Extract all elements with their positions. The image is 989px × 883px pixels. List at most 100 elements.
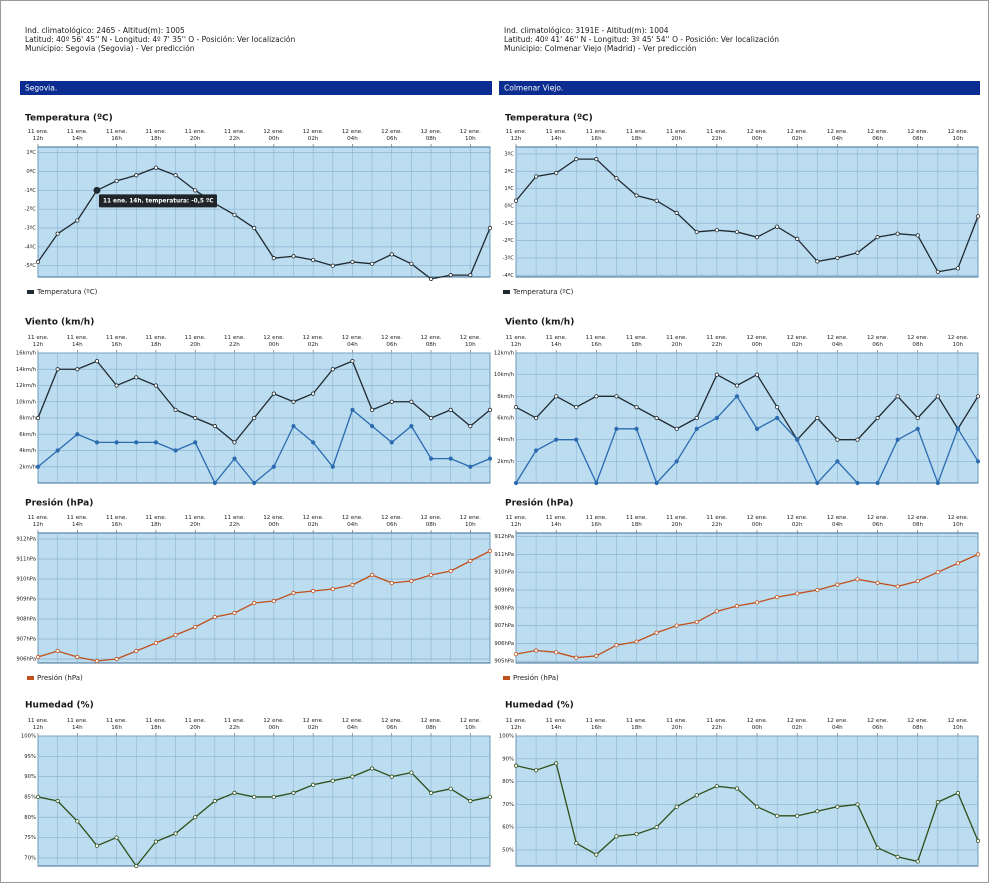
data-point — [153, 383, 159, 388]
y-tick-label: 10km/h — [16, 399, 36, 405]
station-location[interactable]: Latitud: 40º 41' 46'' N - Longitud: 3º 4… — [504, 35, 780, 44]
y-tick-label: 12km/h — [16, 383, 36, 389]
data-point — [895, 437, 900, 442]
data-point — [634, 426, 639, 431]
data-point — [694, 619, 699, 625]
x-tick-label: 11 ene. 22h — [706, 515, 728, 528]
x-tick-label: 12 ene. 10h — [459, 129, 481, 142]
y-tick-label: 909hPa — [494, 587, 514, 593]
data-point — [895, 854, 900, 859]
data-point — [775, 405, 780, 410]
data-point — [594, 480, 599, 486]
data-point — [94, 359, 100, 364]
data-point — [614, 426, 619, 431]
x-tick-label: 12 ene. 00h — [746, 129, 768, 142]
data-point — [448, 786, 453, 791]
data-point — [468, 273, 473, 278]
data-point — [409, 770, 414, 775]
y-tick-label: 4km/h — [19, 448, 36, 454]
data-point — [35, 415, 41, 421]
x-tick-label: 11 ene. 20h — [184, 718, 206, 731]
y-tick-label: -1ºC — [25, 187, 37, 194]
data-point — [654, 198, 659, 203]
x-tick-label: 11 ene. 18h — [145, 515, 167, 528]
data-point — [835, 255, 840, 261]
data-point — [232, 440, 237, 445]
data-point — [35, 794, 41, 800]
data-point — [232, 790, 237, 795]
data-line — [515, 553, 979, 659]
data-point — [513, 763, 519, 768]
x-tick-label: 11 ene. 14h — [545, 718, 567, 731]
data-point — [330, 778, 335, 783]
y-tick-label: -5ºC — [25, 262, 37, 269]
x-tick-label: 11 ene. 12h — [505, 129, 527, 142]
x-tick-label: 11 ene. 18h — [625, 515, 648, 528]
x-tick-label: 12 ene. 00h — [263, 718, 285, 731]
y-tick-label: 6km/h — [19, 432, 36, 438]
data-line — [37, 167, 491, 280]
x-tick-label: 11 ene. 14h — [545, 335, 567, 348]
station-municipality[interactable]: Municipio: Segovia (Segovia) - Ver predi… — [25, 44, 195, 53]
data-point — [554, 394, 559, 399]
data-point — [487, 548, 493, 554]
data-point — [369, 424, 375, 429]
y-tick-label: 3ºC — [504, 150, 514, 157]
data-point — [330, 464, 335, 469]
x-tick-label: 12 ene. 02h — [302, 335, 324, 348]
data-point — [369, 572, 375, 578]
data-point — [533, 448, 539, 453]
chart-title: Temperatura (ºC) — [25, 114, 113, 124]
data-point — [895, 394, 900, 399]
x-tick-label: 11 ene. 12h — [27, 335, 49, 348]
x-tick-label: 11 ene. 12h — [27, 129, 49, 142]
data-point — [714, 415, 719, 421]
x-tick-label: 11 ene. 12h — [505, 515, 527, 528]
data-point — [134, 440, 139, 445]
data-point — [513, 480, 519, 486]
x-tick-label: 11 ene. 16h — [106, 515, 128, 528]
data-point — [114, 835, 119, 840]
data-point — [487, 407, 493, 412]
x-tick-label: 11 ene. 20h — [184, 335, 206, 348]
y-tick-label: 80% — [24, 815, 36, 821]
x-tick-label: 11 ene. 14h — [66, 335, 88, 348]
data-point — [554, 170, 559, 176]
data-point — [895, 584, 900, 589]
station-municipality[interactable]: Municipio: Colmenar Viejo (Madrid) - Ver… — [504, 44, 697, 53]
data-point — [468, 558, 473, 564]
station-bar — [499, 81, 980, 95]
data-point — [754, 804, 760, 809]
data-point — [594, 653, 599, 658]
data-point — [674, 804, 679, 809]
data-point — [513, 198, 519, 203]
data-point — [311, 391, 316, 396]
data-point — [232, 212, 237, 217]
y-tick-label: 910hPa — [16, 577, 36, 583]
data-point — [513, 405, 519, 410]
data-point — [815, 415, 820, 421]
data-point — [614, 834, 619, 839]
data-point — [895, 231, 900, 236]
x-tick-label: 12 ene. 06h — [381, 335, 403, 348]
x-tick-label: 11 ene. 20h — [666, 718, 688, 731]
data-point — [533, 768, 539, 773]
y-tick-label: 14km/h — [16, 367, 36, 373]
station-location[interactable]: Latitud: 40º 56' 45'' N - Longitud: 4º 7… — [25, 35, 296, 44]
x-tick-label: 11 ene. 20h — [184, 129, 206, 142]
data-point — [55, 648, 60, 654]
data-point — [654, 825, 659, 830]
x-tick-label: 12 ene. 00h — [746, 515, 768, 528]
data-line — [515, 762, 979, 863]
x-tick-label: 11 ene. 20h — [666, 515, 688, 528]
y-tick-label: 75% — [24, 835, 36, 841]
data-point — [754, 600, 760, 605]
data-point — [252, 225, 257, 231]
data-point — [311, 782, 316, 787]
data-point — [153, 640, 159, 646]
x-tick-label: 11 ene. 12h — [27, 718, 49, 731]
data-point — [350, 774, 355, 779]
x-tick-label: 12 ene. 04h — [341, 129, 363, 142]
station-info: Ind. climatológico: 3191E - Altitud(m): … — [504, 26, 669, 35]
x-tick-label: 11 ene. 22h — [706, 718, 728, 731]
